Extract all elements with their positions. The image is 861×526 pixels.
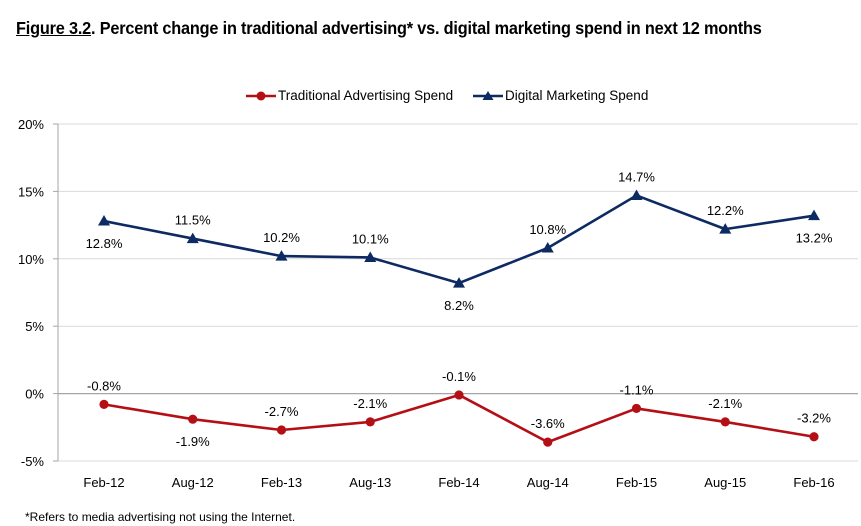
legend-item-digital: Digital Marketing Spend (473, 88, 648, 103)
data-point-digital (630, 189, 643, 200)
data-label-digital: 14.7% (618, 169, 655, 184)
data-label-traditional: -1.9% (176, 434, 210, 449)
y-tick-label: 15% (18, 184, 44, 199)
x-tick-label: Aug-13 (349, 475, 391, 490)
data-point-digital (275, 250, 288, 261)
data-label-traditional: -0.1% (442, 369, 476, 384)
data-label-traditional: -2.7% (265, 404, 299, 419)
data-point-traditional (809, 432, 819, 442)
axes (53, 123, 59, 462)
data-label-digital: 10.2% (263, 230, 300, 245)
figure-title-text: . Percent change in traditional advertis… (91, 18, 762, 38)
data-point-traditional (454, 390, 464, 400)
x-tick-label: Aug-12 (172, 475, 214, 490)
data-point-digital (541, 242, 554, 253)
data-labels: -0.8% -1.9% -2.7% -2.1% -0.1% -3.6% -1.1% -2.1%… (86, 169, 833, 449)
data-point-traditional (188, 414, 198, 424)
y-tick-label: 20% (18, 117, 44, 132)
data-label-digital: 10.1% (352, 231, 389, 246)
data-point-traditional (631, 403, 642, 414)
x-tick-label: Feb-15 (616, 475, 657, 490)
y-tick-label: -5% (21, 454, 45, 469)
data-point-traditional (543, 437, 553, 447)
chart-legend: Traditional Advertising Spend Digital Ma… (0, 88, 861, 106)
data-point-digital (98, 215, 110, 226)
data-label-digital: 11.5% (175, 213, 211, 228)
data-point-traditional (99, 399, 109, 409)
data-label-traditional: -0.8% (87, 378, 121, 393)
footnote: *Refers to media advertising not using t… (25, 510, 296, 524)
data-label-traditional: -2.1% (353, 396, 387, 411)
y-axis-ticks: -5% 0% 5% 10% 15% 20% (18, 117, 44, 469)
data-label-digital: 13.2% (796, 231, 833, 246)
x-tick-label: Feb-12 (83, 475, 124, 490)
y-tick-label: 0% (25, 387, 44, 402)
legend-label-digital: Digital Marketing Spend (505, 88, 649, 103)
legend-label-traditional: Traditional Advertising Spend (278, 88, 454, 103)
y-tick-label: 5% (25, 319, 44, 334)
data-label-traditional: -1.1% (620, 382, 654, 397)
series-group (98, 189, 820, 447)
x-tick-label: Feb-16 (793, 475, 834, 490)
data-point-digital (186, 232, 199, 244)
x-axis-ticks: Feb-12 Aug-12 Feb-13 Aug-13 Feb-14 Aug-14 Feb-… (83, 475, 834, 490)
data-label-traditional: -3.6% (531, 416, 565, 431)
data-point-digital (808, 209, 820, 221)
data-label-digital: 10.8% (529, 222, 566, 237)
legend-item-traditional: Traditional Advertising Spend (246, 88, 453, 103)
data-label-traditional: -3.2% (797, 411, 831, 426)
data-point-traditional (276, 425, 287, 435)
data-point-digital (364, 251, 377, 262)
data-label-traditional: -2.1% (708, 396, 742, 411)
figure-title: Figure 3.2. Percent change in traditiona… (16, 18, 762, 39)
data-point-traditional (720, 417, 730, 427)
y-tick-label: 10% (18, 252, 44, 267)
figure-number: Figure 3.2 (16, 18, 92, 38)
x-tick-label: Feb-14 (438, 475, 479, 490)
data-label-digital: 12.2% (707, 203, 744, 218)
data-label-digital: 8.2% (444, 298, 474, 313)
data-point-digital (453, 277, 465, 288)
data-point-digital (719, 223, 732, 234)
data-label-digital: 12.8% (86, 236, 123, 251)
x-tick-label: Aug-15 (704, 475, 746, 490)
x-tick-label: Feb-13 (261, 475, 302, 490)
legend-triangle-marker-icon (473, 90, 503, 100)
x-tick-label: Aug-14 (527, 475, 569, 490)
data-point-traditional (365, 417, 375, 427)
legend-circle-marker-icon (246, 91, 276, 100)
